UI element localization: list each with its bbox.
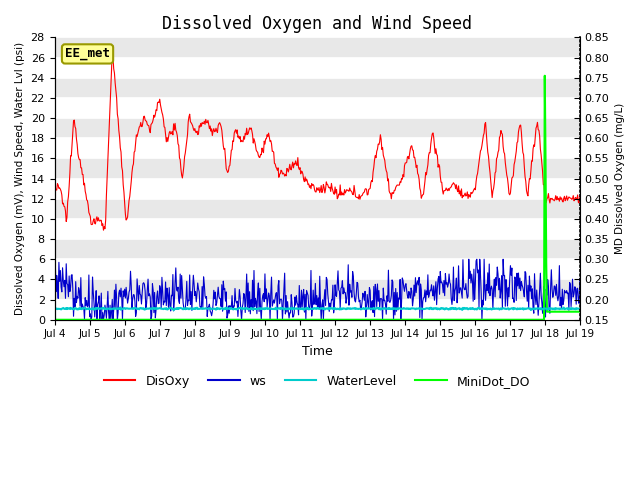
Bar: [54, 58, 580, 78]
Bar: [54, 98, 580, 118]
Bar: [54, 279, 580, 300]
Bar: [54, 37, 580, 58]
Title: Dissolved Oxygen and Wind Speed: Dissolved Oxygen and Wind Speed: [162, 15, 472, 33]
Bar: [54, 259, 580, 279]
X-axis label: Time: Time: [302, 345, 333, 358]
Y-axis label: Dissolved Oxygen (mV), Wind Speed, Water Lvl (psi): Dissolved Oxygen (mV), Wind Speed, Water…: [15, 42, 25, 315]
Y-axis label: MD Dissolved Oxygen (mg/L): MD Dissolved Oxygen (mg/L): [615, 103, 625, 254]
Legend: DisOxy, ws, WaterLevel, MiniDot_DO: DisOxy, ws, WaterLevel, MiniDot_DO: [99, 370, 535, 393]
Text: EE_met: EE_met: [65, 48, 110, 60]
Bar: [54, 118, 580, 138]
Bar: [54, 199, 580, 219]
Bar: [54, 239, 580, 259]
Bar: [54, 138, 580, 158]
Bar: [54, 179, 580, 199]
Bar: [54, 78, 580, 98]
Bar: [54, 158, 580, 179]
Bar: [54, 219, 580, 239]
Bar: [54, 300, 580, 320]
